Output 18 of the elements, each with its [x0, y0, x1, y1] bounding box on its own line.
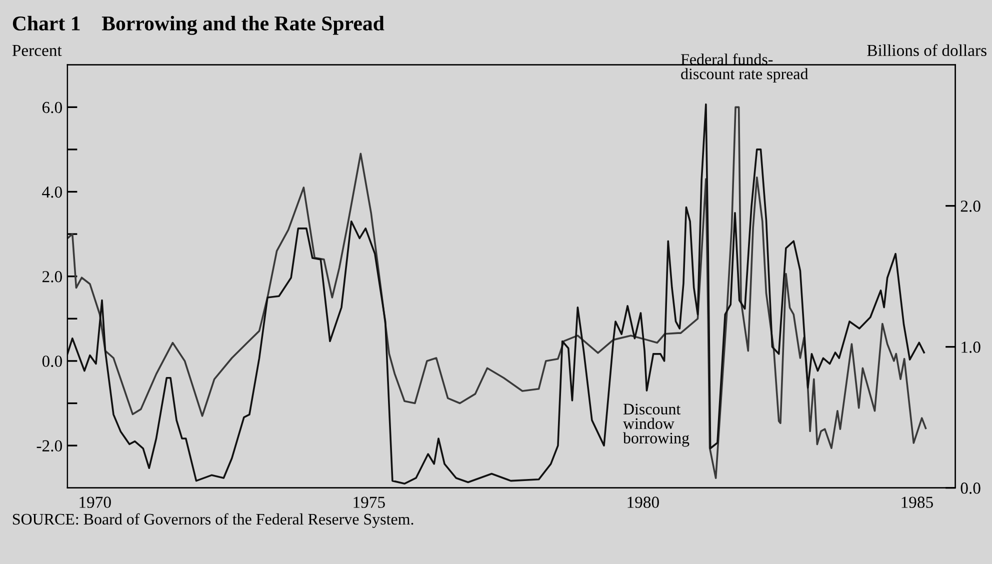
y-tick-label: 4.0	[42, 186, 62, 198]
source-note: SOURCE: Board of Governors of the Federal Reserve System.	[12, 513, 414, 528]
chart-title: Chart 1 Borrowing and the Rate Spread	[12, 16, 384, 35]
x-tick-label: 1985	[902, 496, 933, 508]
y-tick-label: 2.0	[42, 271, 62, 282]
y-tick-label: -2.0	[36, 440, 62, 452]
annotation: Federal funds- discount rate spread	[680, 53, 808, 83]
y2-tick-label: 0.0	[960, 482, 980, 494]
y2-tick-label: 1.0	[962, 342, 980, 353]
y-axis-title: Percent	[12, 44, 62, 56]
y2-tick-label: 2.0	[960, 200, 980, 212]
x-tick-label: 1980	[628, 496, 659, 508]
y2-axis-title: Billions of dollars	[867, 44, 986, 56]
y-tick-label: 6.0	[42, 102, 62, 114]
annotation: Discount window borrowing	[622, 404, 690, 447]
x-tick-label: 1970	[80, 496, 111, 508]
x-tick-label: 1975	[354, 496, 385, 508]
y-tick-label: 0.0	[42, 356, 62, 367]
